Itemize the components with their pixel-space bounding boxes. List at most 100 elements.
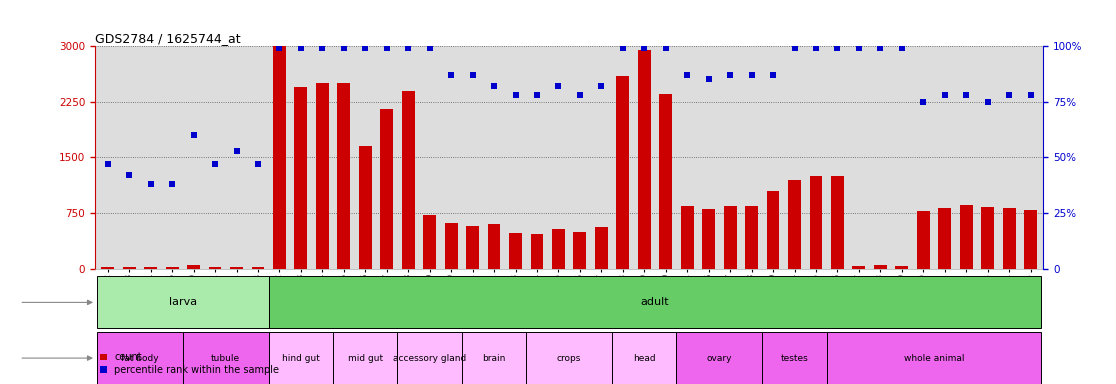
Point	[142, 181, 160, 187]
Bar	[462, 332, 527, 384]
Point	[163, 181, 181, 187]
Point	[936, 92, 954, 98]
Point	[99, 161, 117, 167]
Point	[270, 45, 288, 51]
Point	[442, 72, 460, 78]
Point	[356, 45, 374, 51]
Point	[507, 92, 525, 98]
Text: ovary: ovary	[706, 354, 732, 362]
Bar	[187, 265, 200, 269]
Point	[893, 45, 911, 51]
Bar	[144, 267, 157, 269]
Bar	[723, 207, 737, 269]
Bar	[295, 87, 307, 269]
Bar	[183, 332, 269, 384]
Text: GDS2784 / 1625744_at: GDS2784 / 1625744_at	[95, 32, 240, 45]
Bar	[574, 232, 586, 269]
Text: accessory gland: accessory gland	[393, 354, 466, 362]
Point	[872, 45, 889, 51]
Text: adult: adult	[641, 297, 670, 308]
Point	[828, 45, 846, 51]
Point	[679, 72, 696, 78]
Bar	[681, 207, 694, 269]
Bar	[1002, 208, 1016, 269]
Point	[1021, 92, 1039, 98]
Point	[742, 72, 760, 78]
Bar	[595, 227, 608, 269]
Bar	[831, 176, 844, 269]
Bar	[97, 332, 183, 384]
Bar	[381, 109, 393, 269]
Bar	[853, 266, 865, 269]
Bar	[827, 332, 1041, 384]
Point	[421, 45, 439, 51]
Bar	[269, 332, 333, 384]
Bar	[251, 266, 264, 269]
Bar	[917, 211, 930, 269]
Bar	[660, 94, 672, 269]
Text: fat body: fat body	[122, 354, 158, 362]
Point	[528, 92, 546, 98]
Point	[249, 161, 267, 167]
Point	[314, 45, 331, 51]
Bar	[745, 206, 758, 269]
Point	[121, 172, 138, 178]
Legend: count, percentile rank within the sample: count, percentile rank within the sample	[99, 353, 279, 375]
Text: brain: brain	[482, 354, 506, 362]
Bar	[809, 176, 822, 269]
Bar	[960, 205, 973, 269]
Text: head: head	[633, 354, 655, 362]
Bar	[895, 266, 908, 269]
Text: larva: larva	[169, 297, 196, 308]
Bar	[638, 50, 651, 269]
Bar	[488, 224, 500, 269]
Bar	[702, 209, 715, 269]
Bar	[123, 267, 136, 269]
Text: hind gut: hind gut	[282, 354, 320, 362]
Bar	[616, 76, 629, 269]
Bar	[402, 91, 415, 269]
Bar	[316, 83, 329, 269]
Bar	[337, 83, 350, 269]
Point	[206, 161, 224, 167]
Point	[400, 45, 417, 51]
Bar	[530, 233, 543, 269]
Point	[571, 92, 589, 98]
Bar	[788, 180, 801, 269]
Point	[700, 76, 718, 83]
Point	[228, 148, 246, 154]
Point	[764, 72, 782, 78]
Text: crops: crops	[557, 354, 581, 362]
Bar	[165, 267, 179, 269]
Point	[657, 45, 675, 51]
Point	[335, 45, 353, 51]
Point	[593, 83, 610, 89]
Bar	[676, 332, 762, 384]
Bar	[762, 332, 827, 384]
Bar	[209, 266, 221, 269]
Text: mid gut: mid gut	[348, 354, 383, 362]
Bar	[230, 267, 243, 269]
Bar	[939, 208, 951, 269]
Point	[914, 99, 932, 105]
Bar	[397, 332, 462, 384]
Bar	[612, 332, 676, 384]
Bar	[102, 266, 114, 269]
Point	[378, 45, 396, 51]
Bar	[509, 233, 522, 269]
Text: testes: testes	[780, 354, 808, 362]
Bar	[444, 223, 458, 269]
Bar	[466, 226, 479, 269]
Point	[184, 132, 202, 138]
Bar	[527, 332, 612, 384]
Point	[721, 72, 739, 78]
Bar	[767, 191, 779, 269]
Point	[786, 45, 804, 51]
Point	[807, 45, 825, 51]
Point	[958, 92, 975, 98]
Point	[635, 45, 653, 51]
Bar	[97, 276, 269, 328]
Point	[979, 99, 997, 105]
Bar	[359, 146, 372, 269]
Bar	[981, 207, 994, 269]
